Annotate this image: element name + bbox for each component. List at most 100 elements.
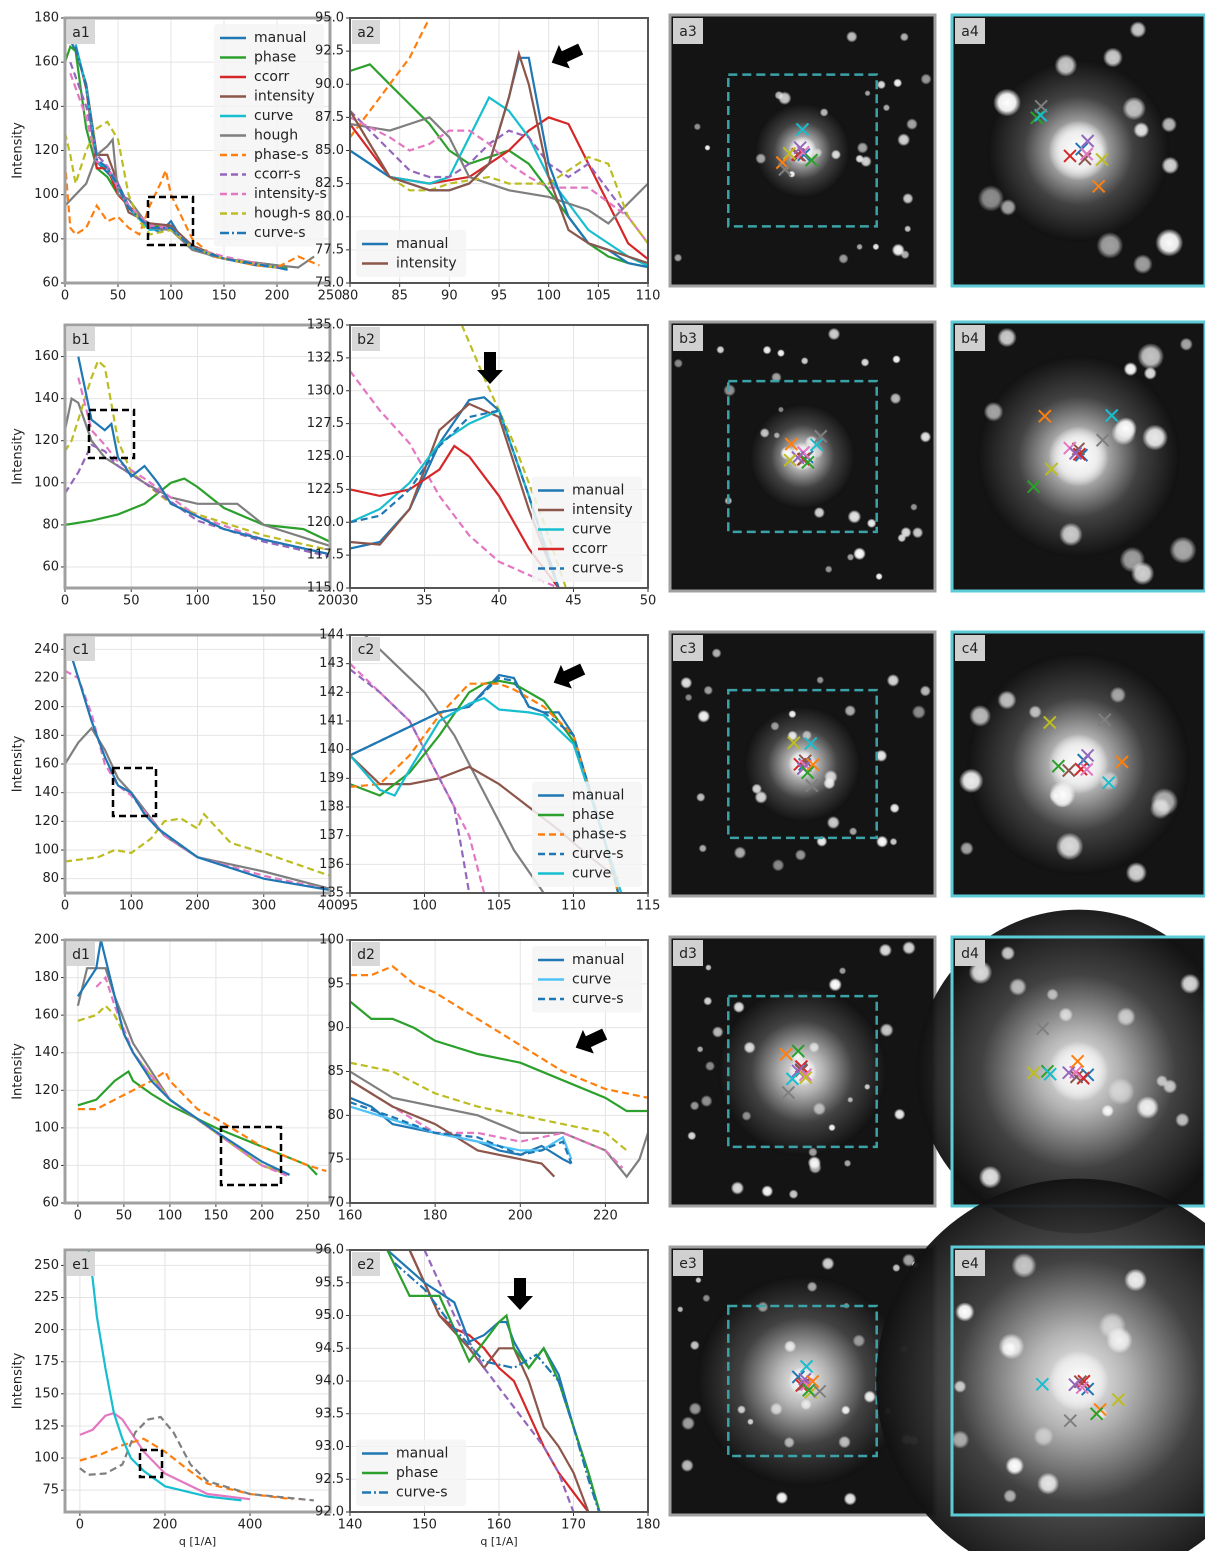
x-tick-label: 400 [318, 899, 343, 914]
y-tick-label: 93.5 [315, 1406, 344, 1421]
y-tick-label: 120.0 [307, 515, 344, 530]
panel-label: c1 [73, 642, 90, 658]
legend-label: ccorr-s [254, 167, 301, 183]
diffraction-spot [689, 1402, 702, 1415]
diffraction-spot [954, 1380, 967, 1393]
diffraction-spot [1180, 338, 1193, 351]
panel-label: c2 [358, 642, 375, 658]
diffraction-spot [912, 705, 926, 719]
diffraction-spot [723, 384, 735, 396]
diffraction-spot [694, 123, 701, 130]
diffraction-spot [1175, 1113, 1189, 1127]
y-tick-label: 90 [327, 1020, 344, 1035]
diffraction-spot [1122, 97, 1146, 121]
legend-label: manual [254, 30, 306, 46]
legend-label: curve-s [572, 846, 624, 862]
diffraction-spot [1115, 417, 1137, 439]
legend-label: curve-s [254, 225, 306, 241]
x-tick-label: 85 [391, 289, 408, 304]
y-tick-label: 125.0 [307, 449, 344, 464]
diffraction-spot [747, 1418, 754, 1425]
y-tick-label: 80 [327, 1108, 344, 1123]
diffraction-spot [1103, 48, 1123, 68]
y-tick-label: 135 [319, 886, 344, 901]
diffraction-spot [998, 1333, 1024, 1359]
y-tick-label: 200 [34, 1322, 59, 1337]
diffraction-spot [872, 243, 879, 250]
y-tick-label: 180 [34, 11, 59, 26]
diffraction-spot [1106, 1327, 1132, 1353]
diffraction-spot [778, 407, 784, 413]
x-tick-label: 150 [203, 1209, 228, 1224]
diffraction-spot [1059, 523, 1083, 547]
diffraction-spot [1151, 788, 1179, 816]
diffraction-spot [877, 80, 886, 89]
x-tick-label: 105 [487, 899, 512, 914]
legend-label: curve-s [572, 561, 624, 577]
y-tick-label: 85 [327, 1064, 344, 1079]
y-tick-label: 140 [34, 391, 59, 406]
diffraction-spot [1130, 21, 1147, 38]
diffraction-spot [827, 816, 840, 829]
diffraction-spot [1142, 425, 1168, 451]
y-tick-label: 141 [319, 714, 344, 729]
diffraction-spot [775, 91, 784, 100]
diffraction-spot [701, 1095, 713, 1107]
diffraction-spot [864, 90, 870, 96]
x-tick-label: 200 [508, 1209, 533, 1224]
y-tick-label: 80.0 [315, 209, 344, 224]
y-tick-label: 75 [327, 1152, 344, 1167]
diffraction-spot [841, 1406, 850, 1415]
x-tick-label: 100 [159, 289, 184, 304]
y-tick-label: 100 [34, 1120, 59, 1135]
diffraction-spot [829, 978, 842, 991]
diffraction-spot [890, 838, 898, 846]
y-tick-label: 160 [34, 55, 59, 70]
diffraction-spot [856, 244, 862, 250]
diffraction-spot [847, 1097, 853, 1103]
diffraction-spot [984, 402, 1004, 422]
x-tick-label: 45 [565, 594, 582, 609]
x-tick-label: 40 [491, 594, 508, 609]
x-tick-label: 180 [423, 1209, 448, 1224]
diffraction-spot [703, 997, 712, 1006]
diffraction-spot [864, 1390, 876, 1402]
legend-label: phase [572, 807, 614, 823]
diffraction-spot [774, 432, 780, 438]
diffraction-spot [969, 705, 991, 727]
x-axis-label: q [1/A] [179, 1535, 216, 1548]
panel-label: d3 [679, 946, 697, 962]
y-tick-label: 140 [319, 742, 344, 757]
diffraction-spot [1011, 1253, 1036, 1278]
diffraction-spot [1055, 54, 1078, 77]
panel-label: c4 [962, 641, 979, 657]
y-tick-label: 95 [327, 976, 344, 991]
diffraction-spot [681, 1416, 695, 1430]
y-axis-label: Intensity [11, 1352, 26, 1409]
diffraction-spot [955, 1302, 974, 1321]
diffraction-spot [921, 74, 932, 85]
diffraction-spot [1131, 562, 1154, 585]
y-axis-label: Intensity [11, 122, 26, 179]
y-tick-label: 80 [42, 517, 59, 532]
y-tick-label: 117.5 [307, 548, 344, 563]
diffraction-spot [1136, 1096, 1159, 1119]
x-tick-label: 50 [116, 1209, 133, 1224]
diffraction-spot [1124, 362, 1138, 376]
legend-label: curve [572, 866, 611, 882]
panel-label: e4 [961, 1256, 979, 1272]
diffraction-spot [912, 527, 923, 538]
diffraction-spot [825, 566, 833, 574]
x-tick-label: 400 [238, 1518, 263, 1533]
y-tick-label: 180 [34, 728, 59, 743]
x-tick-label: 50 [110, 289, 127, 304]
legend: manualphasecurve-s [356, 1440, 466, 1507]
diffraction-spot [705, 964, 711, 970]
legend-label: curve [572, 522, 611, 538]
diffraction-spot [951, 1430, 969, 1448]
x-tick-label: 95 [342, 899, 359, 914]
y-tick-label: 93.0 [315, 1439, 344, 1454]
y-tick-label: 137 [319, 828, 344, 843]
diffraction-spot [1059, 1008, 1073, 1022]
panel-label: b3 [679, 331, 697, 347]
